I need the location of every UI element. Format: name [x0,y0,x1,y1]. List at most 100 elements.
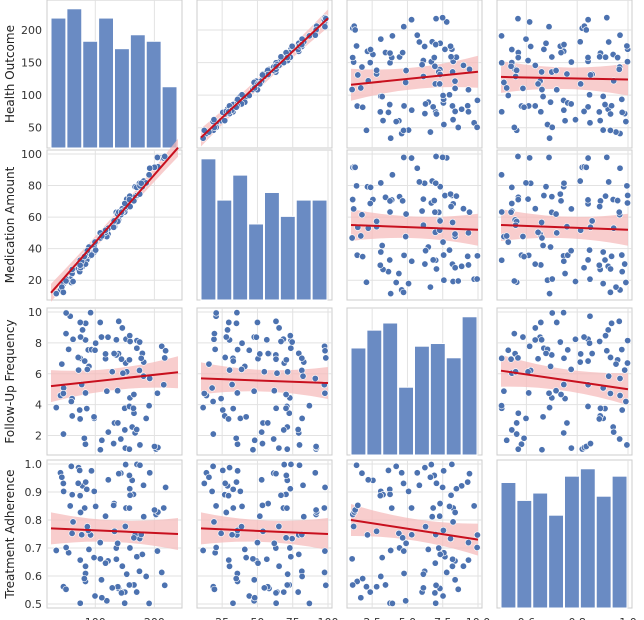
scatter-point [538,218,546,226]
scatter-point [459,205,467,213]
scatter-point [440,121,448,129]
scatter-point [498,32,506,40]
scatter-point [133,344,141,352]
scatter-point [421,464,429,472]
histogram-bar [98,17,114,149]
scatter-point [413,164,421,172]
scatter-point [473,96,481,104]
scatter-point [567,444,575,452]
scatter-point [299,372,307,380]
scatter-point [90,554,98,562]
scatter-point [395,529,403,537]
scatter-point [542,39,550,47]
histogram-bar [382,322,399,456]
scatter-point [498,354,506,362]
scatter-point [546,290,554,298]
scatter-point [427,461,435,469]
y-tick-label: 80 [28,180,42,193]
scatter-point [282,404,290,412]
scatter-point [98,436,106,444]
scatter-point [232,434,240,442]
scatter-point [221,353,229,361]
scatter-point [624,191,632,199]
scatter-point [199,546,207,554]
scatter-point [458,105,466,113]
panel-adh-vs-med [196,459,333,609]
scatter-point [226,464,234,472]
scatter-point [321,568,329,576]
scatter-point [62,585,70,593]
scatter-point [68,412,76,420]
scatter-point [464,478,472,486]
scatter-point [586,119,594,127]
histogram-bar [564,475,580,609]
scatter-point [282,534,290,542]
scatter-point [560,106,568,114]
scatter-point [408,531,416,539]
scatter-point [110,350,118,358]
scatter-point [422,247,430,255]
scatter-point [92,339,100,347]
y-tick-label: 2 [35,430,42,443]
y-tick-label: 100 [21,89,42,102]
scatter-point [623,441,631,449]
scatter-point [160,381,168,389]
scatter-point [504,91,512,99]
scatter-point [300,513,308,521]
scatter-point [546,404,554,412]
scatter-point [142,572,150,580]
scatter-point [514,15,522,23]
scatter-point [386,197,394,205]
scatter-point [553,318,561,326]
scatter-point [282,390,290,398]
scatter-point [473,531,481,539]
scatter-point [136,338,144,346]
scatter-point [451,230,459,238]
scatter-point [498,208,506,216]
scatter-point [299,481,307,489]
scatter-point [622,278,630,286]
scatter-point [199,404,207,412]
scatter-point [567,247,575,255]
scatter-point [272,470,280,478]
scatter-point [618,95,626,103]
histogram-bar [429,343,446,456]
scatter-point [67,398,75,406]
scatter-point [445,246,453,254]
scatter-point [400,547,408,555]
scatter-point [256,350,264,358]
scatter-point [357,594,365,602]
scatter-point [294,588,302,596]
scatter-point [104,428,112,436]
scatter-point [250,576,258,584]
scatter-point [473,544,481,552]
scatter-point [76,406,84,414]
scatter-point [249,446,257,454]
scatter-point [429,504,437,512]
scatter-point [447,203,455,211]
panel-adh-vs-adh [496,459,633,609]
scatter-point [294,426,302,434]
scatter-point [108,368,116,376]
regression-line [200,377,329,385]
scatter-point [405,487,413,495]
scatter-point [103,597,111,605]
scatter-point [443,18,451,26]
scatter-point [449,518,457,526]
histogram-bar [129,34,146,149]
scatter-point [402,597,410,605]
scatter-point [422,523,430,531]
scatter-point [232,575,240,583]
y-tick-label: 0.6 [25,570,43,583]
x-tick-label: 25 [215,616,229,620]
scatter-point [245,346,253,354]
scatter-point [387,134,395,142]
scatter-point [102,350,110,358]
scatter-point [130,534,138,542]
scatter-point [82,389,90,397]
histogram-bar [500,481,517,609]
scatter-point [376,492,384,500]
scatter-point [606,126,614,134]
scatter-point [272,589,280,597]
scatter-point [429,103,437,111]
